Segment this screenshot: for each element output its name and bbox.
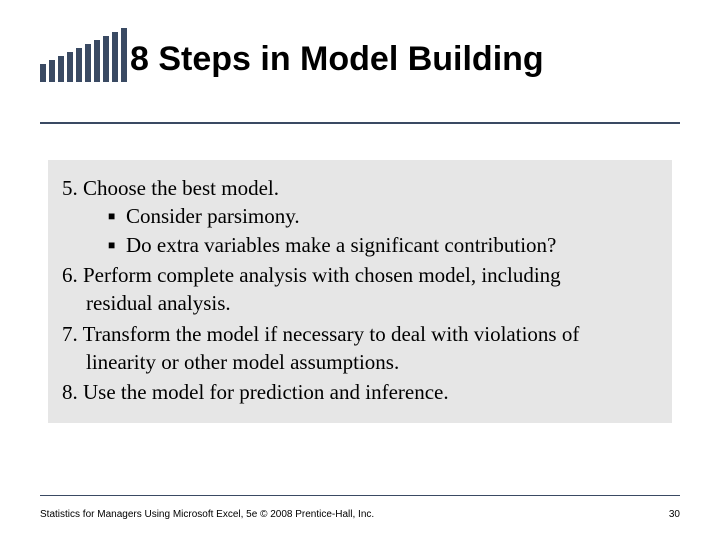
- step-5a-text: Consider parsimony.: [126, 202, 300, 230]
- bar: [103, 36, 109, 82]
- step-6: 6. Perform complete analysis with chosen…: [62, 261, 658, 289]
- title-row: 8 Steps in Model Building: [130, 40, 680, 79]
- step-6-cont: residual analysis.: [86, 289, 658, 317]
- slide-title: 8 Steps in Model Building: [130, 40, 544, 79]
- bar: [85, 44, 91, 82]
- content-box: 5. Choose the best model. ■ Consider par…: [48, 160, 672, 423]
- bar: [112, 32, 118, 82]
- bar: [58, 56, 64, 82]
- title-underline: [40, 122, 680, 124]
- step-5: 5. Choose the best model.: [62, 174, 658, 202]
- step-5b-text: Do extra variables make a significant co…: [126, 231, 556, 259]
- bar: [94, 40, 100, 82]
- step-8: 8. Use the model for prediction and infe…: [62, 378, 658, 406]
- step-7: 7. Transform the model if necessary to d…: [62, 320, 658, 348]
- bar: [49, 60, 55, 82]
- decorative-bars: [40, 28, 127, 82]
- slide: 8 Steps in Model Building 5. Choose the …: [0, 0, 720, 540]
- bar: [76, 48, 82, 82]
- square-bullet-icon: ■: [108, 202, 126, 230]
- square-bullet-icon: ■: [108, 231, 126, 259]
- footer-text: Statistics for Managers Using Microsoft …: [40, 509, 374, 520]
- page-number: 30: [669, 509, 680, 520]
- step-5-sub-b: ■ Do extra variables make a significant …: [108, 231, 658, 259]
- bar: [40, 64, 46, 82]
- footer: Statistics for Managers Using Microsoft …: [40, 509, 680, 520]
- footer-rule: [40, 495, 680, 496]
- bar: [67, 52, 73, 82]
- bar: [121, 28, 127, 82]
- step-7-cont: linearity or other model assumptions.: [86, 348, 658, 376]
- step-5-sub-a: ■ Consider parsimony.: [108, 202, 658, 230]
